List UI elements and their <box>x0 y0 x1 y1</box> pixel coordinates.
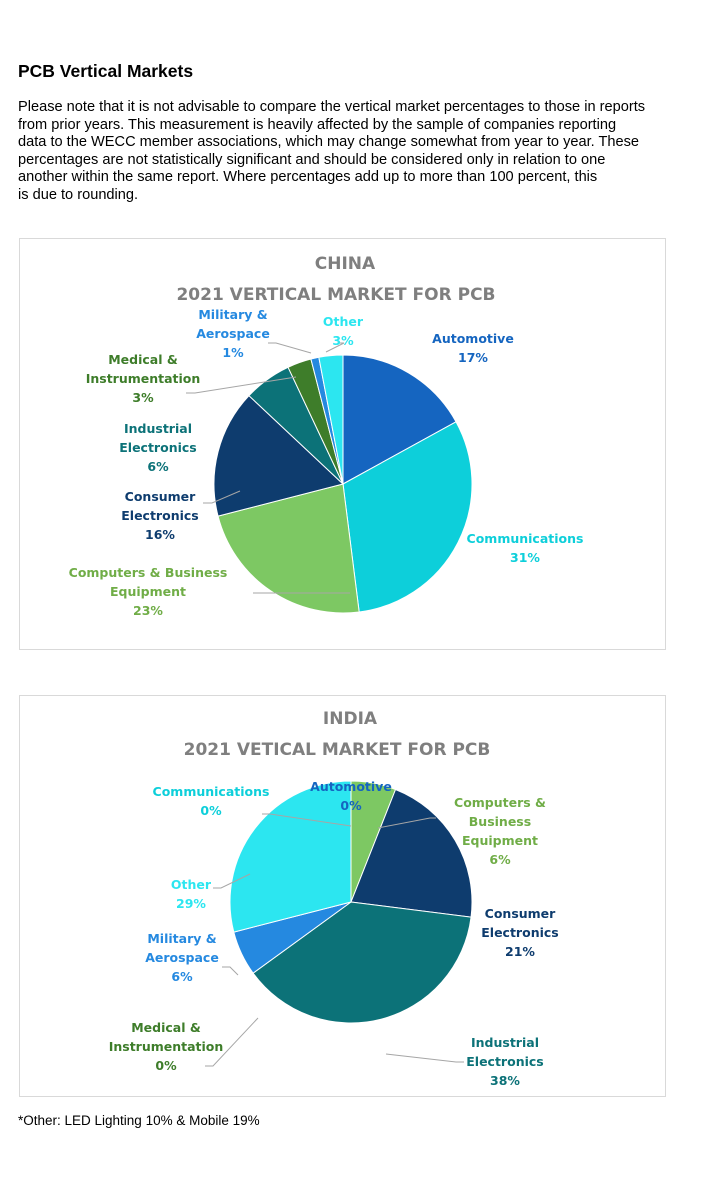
india-data-label: Other 29% <box>171 877 212 911</box>
india-slice-consumer-electronics <box>350 788 473 918</box>
india-data-label: Medical & Instrumentation 0% <box>109 1020 224 1073</box>
india-leader-line <box>385 1053 464 1063</box>
china-data-label: Medical & Instrumentation 3% <box>86 352 201 405</box>
india-data-label: Automotive 0% <box>310 779 392 813</box>
india-data-label: Computers & Business Equipment 6% <box>454 795 546 867</box>
india-slices <box>229 780 473 1024</box>
china-country-title: CHINA <box>315 254 376 274</box>
china-leader-line <box>186 376 297 394</box>
china-pie-chart: CHINA 2021 VERTICAL MARKET FOR PCB Autom… <box>69 254 584 618</box>
china-data-label: Automotive 17% <box>432 331 514 365</box>
china-leader-line <box>268 342 312 354</box>
india-pie-chart: INDIA 2021 VETICAL MARKET FOR PCB Automo… <box>109 709 559 1088</box>
india-leader-line <box>213 873 251 889</box>
disclaimer-paragraph: Please note that it is not advisable to … <box>18 99 646 203</box>
china-chart-card: CHINA 2021 VERTICAL MARKET FOR PCB Autom… <box>19 238 666 650</box>
china-data-label: Computers & Business Equipment 23% <box>69 565 228 618</box>
india-leader-line <box>262 813 352 827</box>
china-data-label: Industrial Electronics 6% <box>119 421 196 474</box>
india-leader-line <box>377 817 436 829</box>
india-leader-line <box>222 966 239 976</box>
india-leader-line <box>205 1017 259 1067</box>
china-data-label: Military & Aerospace 1% <box>196 307 270 360</box>
other-footnote: *Other: LED Lighting 10% & Mobile 19% <box>18 1113 260 1128</box>
china-data-labels: Automotive 17% Communications 31% Computers … <box>69 307 584 618</box>
china-data-label: Consumer Electronics 16% <box>121 489 198 542</box>
india-chart-title: 2021 VETICAL MARKET FOR PCB <box>184 740 491 760</box>
india-slice-industrial-electronics <box>252 901 472 1024</box>
section-heading: PCB Vertical Markets <box>18 61 194 81</box>
india-chart-card: INDIA 2021 VETICAL MARKET FOR PCB Automo… <box>19 695 666 1097</box>
china-slice-other <box>318 354 344 485</box>
india-slice-other <box>229 780 352 933</box>
india-data-label: Industrial Electronics 38% <box>466 1035 543 1088</box>
china-slice-communications <box>342 421 473 613</box>
china-data-label: Communications 31% <box>467 531 584 565</box>
china-slices <box>213 354 473 614</box>
china-leader-line <box>203 490 241 504</box>
china-leader-line <box>325 342 345 353</box>
india-data-labels: Automotive 0% Computers & Business Equipment… <box>109 779 559 1088</box>
india-country-title: INDIA <box>323 709 378 729</box>
india-leader-lines <box>205 813 464 1067</box>
china-data-label: Other 3% <box>323 314 364 348</box>
china-slice-consumer-electronics <box>213 394 345 517</box>
china-slice-computers-business-equipment <box>217 483 360 614</box>
india-data-label: Consumer Electronics 21% <box>481 906 558 959</box>
india-data-label: Military & Aerospace 6% <box>145 931 219 984</box>
china-leader-lines <box>186 342 350 594</box>
india-data-label: Communications 0% <box>153 784 270 818</box>
china-chart-title: 2021 VERTICAL MARKET FOR PCB <box>176 285 495 305</box>
china-slice-automotive <box>342 354 457 485</box>
